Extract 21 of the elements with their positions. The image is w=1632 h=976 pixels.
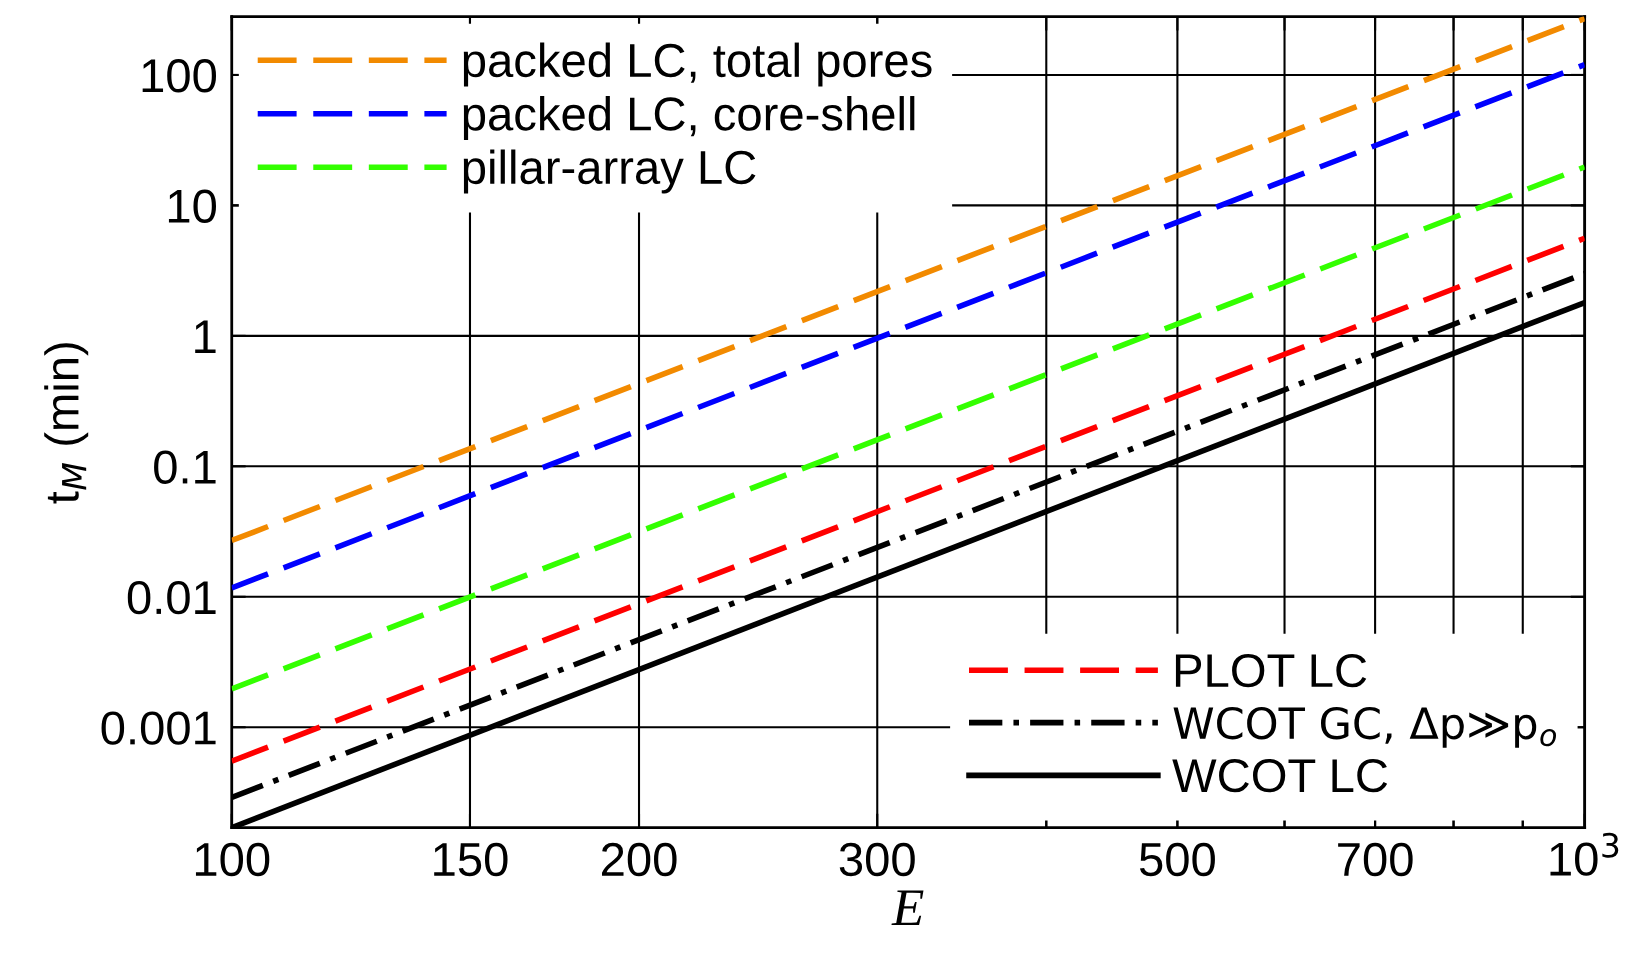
y-tick-label: 0.1 (154, 450, 216, 484)
x-tick-label: 700 (1338, 842, 1413, 877)
x-tick-label: 300 (839, 842, 915, 877)
legend-label: PLOT LC (1175, 653, 1367, 688)
x-tick-label: 100 (195, 842, 270, 877)
x-tick-label: 200 (602, 842, 677, 877)
legend-label: pillar-array LC (463, 149, 756, 194)
y-tick-label: 0.001 (101, 711, 216, 745)
x-tick-label: 500 (1139, 842, 1215, 877)
x-tick-label: 10$^{3}$ (1550, 832, 1619, 876)
y-tick-label: 1 (195, 320, 216, 353)
x-axis-title: E (891, 890, 924, 925)
legend-label: WCOT LC (1172, 758, 1388, 793)
y-tick-label: 10 (168, 189, 217, 223)
legend-label: packed LC, total pores (463, 42, 932, 87)
y-tick-label: 0.01 (127, 580, 216, 615)
y-axis-title: t$_{M}$ (min) (44, 343, 89, 504)
x-tick-label: 150 (434, 842, 508, 877)
legend-label: WCOT GC, Δp≫p$_{o}$ (1173, 706, 1557, 748)
legend-label: packed LC, core-shell (463, 96, 915, 141)
y-tick-label: 100 (142, 59, 217, 93)
